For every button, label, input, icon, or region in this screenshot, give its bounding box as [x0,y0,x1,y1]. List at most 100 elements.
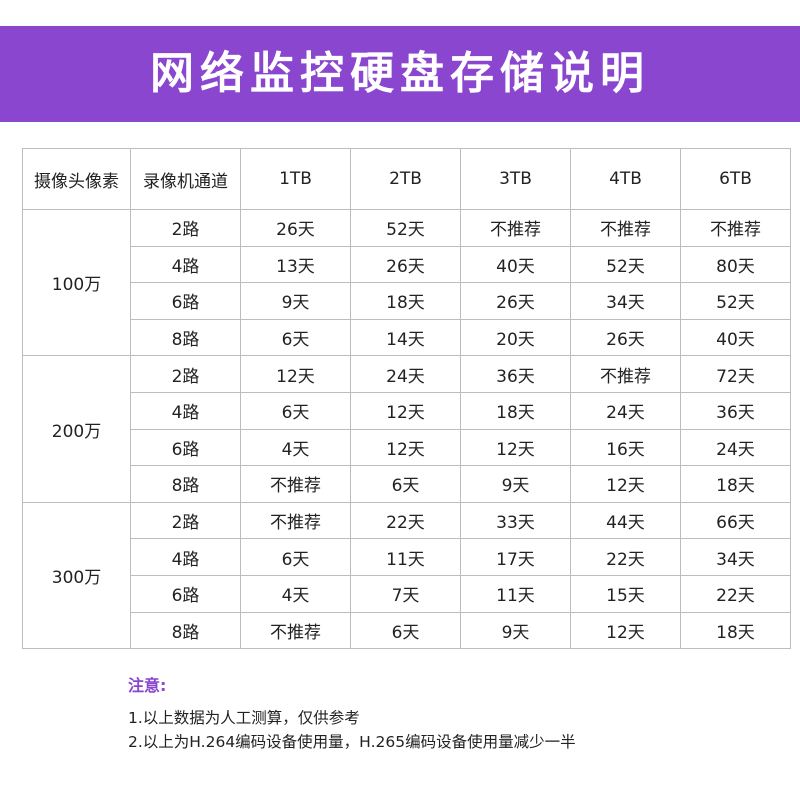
value-cell: 22天 [350,501,461,540]
channel-cell: 4路 [130,245,241,284]
table-row: 6路 4天 7天 11天 15天 22天 [23,574,791,613]
channel-cell: 6路 [130,574,241,613]
header-channel: 录像机通道 [130,148,241,210]
header-1tb: 1TB [240,148,351,210]
value-cell: 6天 [240,318,351,357]
table-row: 200万 2路 12天 24天 36天 不推荐 72天 [22,355,791,503]
value-cell: 12天 [350,428,461,467]
value-cell: 不推荐 [460,209,571,247]
value-cell: 12天 [240,355,351,393]
table-row: 4路 6天 11天 17天 22天 34天 [23,538,791,576]
value-cell: 不推荐 [570,355,681,393]
value-cell: 9天 [460,465,571,503]
header-resolution: 摄像头像素 [22,148,131,210]
channel-cell: 4路 [130,538,241,576]
table-row: 100万 2路 26天 52天 不推荐 不推荐 不推荐 [22,208,791,357]
value-cell: 6天 [350,611,461,650]
value-cell: 9天 [240,282,351,320]
value-cell: 17天 [460,538,571,576]
value-cell: 22天 [570,538,681,576]
value-cell: 6天 [350,465,461,503]
resolution-cell: 100万 [22,208,131,357]
value-cell: 26天 [240,209,351,247]
value-cell: 34天 [680,538,791,576]
value-cell: 22天 [680,574,791,613]
notes-section: 注意: 1.以上数据为人工测算，仅供参考 2.以上为H.264编码设备使用量，H… [128,672,788,754]
value-cell: 52天 [680,282,791,320]
value-cell: 18天 [350,282,461,320]
header-2tb: 2TB [350,148,461,210]
value-cell: 18天 [680,611,791,650]
channel-cell: 8路 [130,318,241,357]
value-cell: 24天 [350,355,461,393]
value-cell: 36天 [460,355,571,393]
table-row: 8路 不推荐 6天 9天 12天 18天 [23,465,791,503]
value-cell: 4天 [240,574,351,613]
value-cell: 34天 [570,282,681,320]
value-cell: 72天 [680,355,791,393]
value-cell: 44天 [570,501,681,540]
value-cell: 66天 [680,501,791,540]
resolution-cell: 300万 [22,501,131,650]
value-cell: 24天 [570,391,681,430]
channel-cell: 8路 [130,465,241,503]
table-row: 4路 6天 12天 18天 24天 36天 [23,391,791,430]
value-cell: 13天 [240,245,351,284]
table-row: 4路 13天 26天 40天 52天 80天 [23,245,791,284]
channel-cell: 4路 [130,391,241,430]
value-cell: 9天 [460,611,571,650]
value-cell: 12天 [570,465,681,503]
value-cell: 26天 [460,282,571,320]
value-cell: 11天 [460,574,571,613]
title-banner: 网络监控硬盘存储说明 [0,26,800,122]
table-row: 300万 2路 不推荐 22天 33天 44天 66天 [22,501,791,650]
notes-title: 注意: [128,676,167,695]
channel-cell: 6路 [130,428,241,467]
value-cell: 20天 [460,318,571,357]
value-cell: 不推荐 [240,501,351,540]
value-cell: 33天 [460,501,571,540]
header-6tb: 6TB [680,148,791,210]
header-4tb: 4TB [570,148,681,210]
value-cell: 6天 [240,391,351,430]
table-row: 6路 9天 18天 26天 34天 52天 [23,282,791,320]
table-row: 8路 6天 14天 20天 26天 40天 [23,318,791,357]
note-item: 2.以上为H.264编码设备使用量，H.265编码设备使用量减少一半 [128,733,576,751]
value-cell: 不推荐 [680,209,791,247]
value-cell: 7天 [350,574,461,613]
storage-table: 摄像头像素 录像机通道 1TB 2TB 3TB 4TB 6TB 100万 2路 … [22,148,791,650]
value-cell: 18天 [460,391,571,430]
value-cell: 不推荐 [240,611,351,650]
value-cell: 16天 [570,428,681,467]
value-cell: 14天 [350,318,461,357]
table-row: 6路 4天 12天 12天 16天 24天 [23,428,791,467]
value-cell: 15天 [570,574,681,613]
channel-cell: 2路 [130,501,241,540]
value-cell: 11天 [350,538,461,576]
note-item: 1.以上数据为人工测算，仅供参考 [128,709,360,727]
page-title: 网络监控硬盘存储说明 [150,48,650,99]
value-cell: 4天 [240,428,351,467]
channel-cell: 6路 [130,282,241,320]
value-cell: 不推荐 [570,209,681,247]
channel-cell: 8路 [130,611,241,650]
value-cell: 40天 [680,318,791,357]
value-cell: 80天 [680,245,791,284]
value-cell: 12天 [570,611,681,650]
value-cell: 12天 [350,391,461,430]
resolution-cell: 200万 [22,355,131,503]
table-header-row: 摄像头像素 录像机通道 1TB 2TB 3TB 4TB 6TB [22,148,791,210]
value-cell: 52天 [350,209,461,247]
value-cell: 26天 [570,318,681,357]
value-cell: 24天 [680,428,791,467]
value-cell: 6天 [240,538,351,576]
value-cell: 12天 [460,428,571,467]
channel-cell: 2路 [130,209,241,247]
value-cell: 26天 [350,245,461,284]
value-cell: 不推荐 [240,465,351,503]
channel-cell: 2路 [130,355,241,393]
value-cell: 52天 [570,245,681,284]
storage-table-wrap: 摄像头像素 录像机通道 1TB 2TB 3TB 4TB 6TB 100万 2路 … [22,148,791,650]
value-cell: 18天 [680,465,791,503]
